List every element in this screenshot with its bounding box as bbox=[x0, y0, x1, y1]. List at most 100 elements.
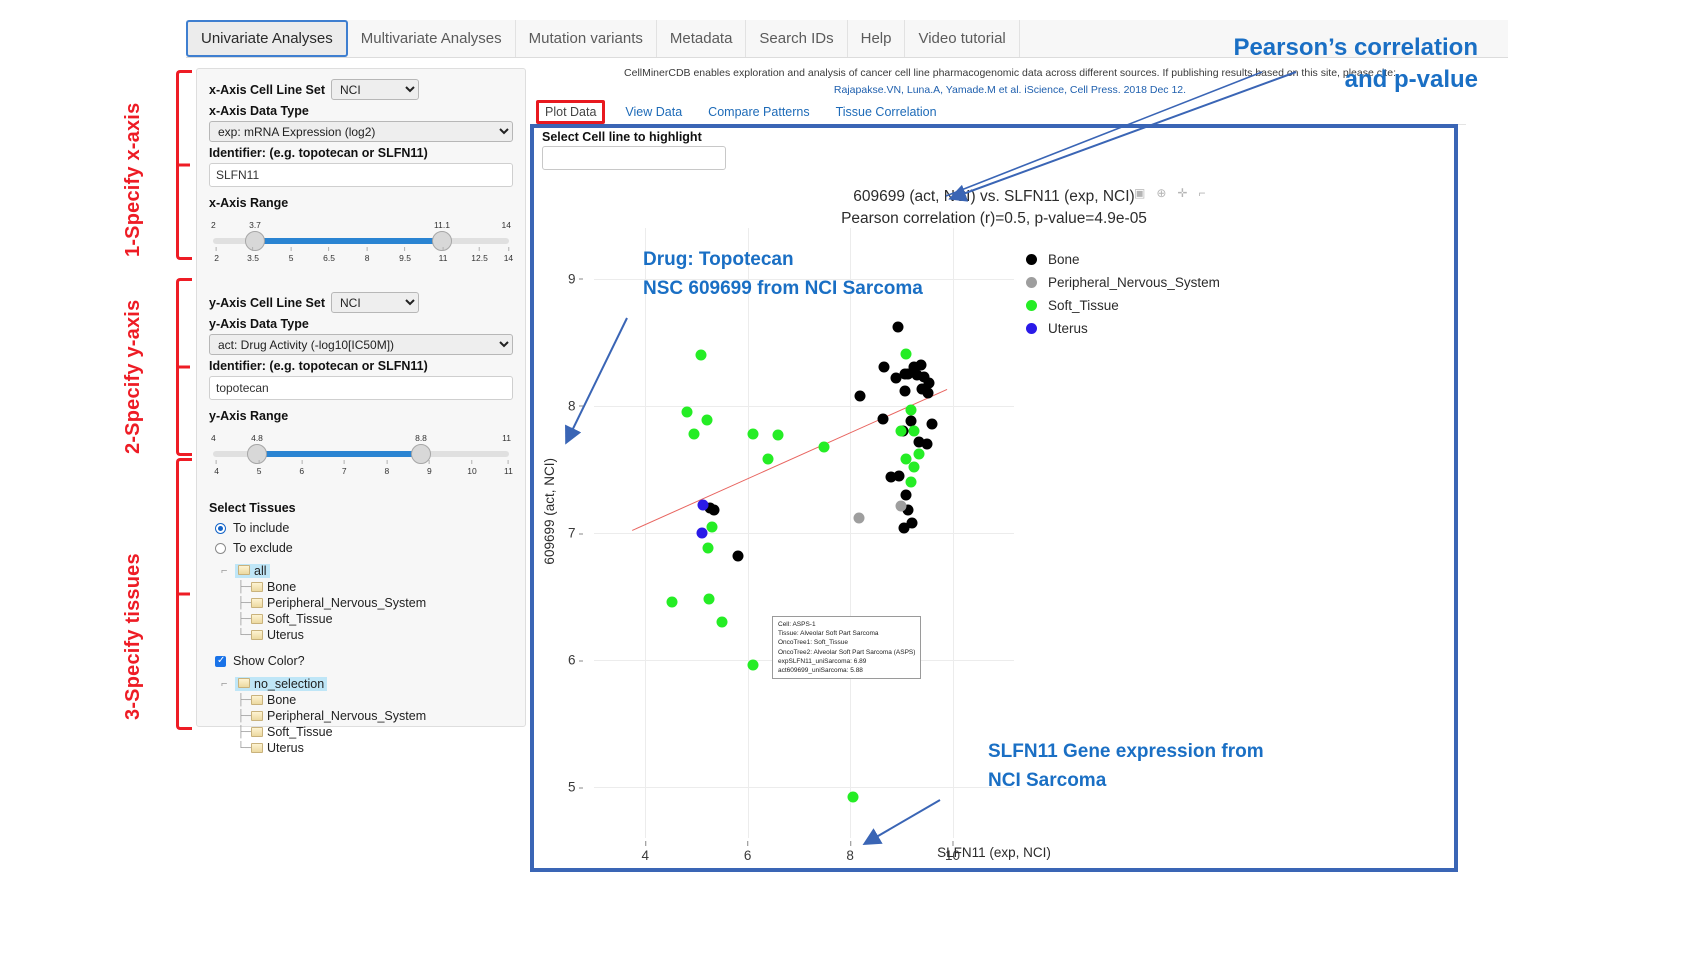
scatter-point[interactable] bbox=[895, 500, 907, 512]
tree-node-peripheral-nervous-system[interactable]: ├─ Peripheral_Nervous_System bbox=[237, 595, 513, 611]
scatter-point[interactable] bbox=[706, 521, 718, 533]
scatter-point[interactable] bbox=[708, 504, 720, 516]
nav-tab-multivariate-analyses[interactable]: Multivariate Analyses bbox=[348, 20, 516, 57]
scatter-point[interactable] bbox=[666, 596, 678, 608]
y-axis-cell-line-set-select[interactable]: NCI bbox=[331, 292, 420, 313]
x-axis-slider-handle-low[interactable] bbox=[245, 231, 265, 251]
scatter-point[interactable] bbox=[899, 385, 911, 397]
scatter-point[interactable] bbox=[847, 791, 859, 803]
scatter-point[interactable] bbox=[877, 413, 889, 425]
scatter-point[interactable] bbox=[885, 471, 897, 483]
scatter-point[interactable] bbox=[918, 371, 930, 383]
scatter-point[interactable] bbox=[762, 453, 774, 465]
y-axis-identifier-input[interactable] bbox=[209, 376, 513, 400]
scatter-point[interactable] bbox=[921, 438, 933, 450]
scatter-point[interactable] bbox=[898, 522, 910, 534]
scatter-point[interactable] bbox=[818, 441, 830, 453]
x-axis-data-type-select[interactable]: exp: mRNA Expression (log2) bbox=[209, 121, 513, 142]
scatter-point[interactable] bbox=[900, 489, 912, 501]
nav-tab-help[interactable]: Help bbox=[848, 20, 906, 57]
scatter-point[interactable] bbox=[911, 369, 923, 381]
tree-node-bone[interactable]: ├─ Bone bbox=[237, 579, 513, 595]
scatter-point[interactable] bbox=[890, 372, 902, 384]
scatter-point[interactable] bbox=[906, 517, 918, 529]
scatter-point[interactable] bbox=[913, 436, 925, 447]
zoom-icon[interactable]: ⊕ bbox=[1156, 186, 1167, 200]
tree-expander-icon[interactable]: ⌐ bbox=[221, 678, 228, 690]
radio-include-icon[interactable] bbox=[215, 522, 226, 534]
sub-tab-plot-data[interactable]: Plot Data bbox=[536, 100, 606, 124]
scatter-point[interactable] bbox=[702, 542, 714, 554]
scatter-point[interactable] bbox=[878, 361, 890, 373]
nav-tab-search-ids[interactable]: Search IDs bbox=[746, 20, 848, 57]
x-axis-slider-handle-high[interactable] bbox=[432, 231, 452, 251]
scatter-point[interactable] bbox=[696, 527, 708, 539]
citation-link[interactable]: Rajapakse.VN, Luna.A, Yamade.M et al. iS… bbox=[833, 84, 1187, 97]
legend-item-soft-tissue[interactable]: Soft_Tissue bbox=[1026, 294, 1220, 317]
scatter-point[interactable] bbox=[915, 359, 927, 371]
radio-exclude-icon[interactable] bbox=[215, 542, 226, 554]
scatter-point[interactable] bbox=[747, 659, 759, 671]
scatter-plot-area[interactable]: 4 6 8 10 5 6 7 8 9 bbox=[568, 228, 1014, 863]
tissues-to-include-option[interactable]: To include bbox=[215, 521, 513, 535]
nav-tab-metadata[interactable]: Metadata bbox=[657, 20, 747, 57]
scatter-point[interactable] bbox=[703, 593, 715, 605]
plotly-modebar[interactable]: ▣ ⊕ ✛ ⌐ bbox=[1134, 186, 1205, 200]
x-axis-identifier-input[interactable] bbox=[209, 163, 513, 187]
scatter-point[interactable] bbox=[908, 425, 920, 437]
scatter-point[interactable] bbox=[697, 499, 709, 511]
scatter-point[interactable] bbox=[922, 387, 934, 399]
tree2-node-bone[interactable]: ├─ Bone bbox=[237, 692, 513, 708]
scatter-point[interactable] bbox=[853, 512, 865, 524]
checkbox-show-color-icon[interactable] bbox=[215, 654, 226, 667]
y-axis-range-slider[interactable]: 4 11 4.8 8.8 4 5 6 7 8 9 10 11 bbox=[209, 433, 513, 479]
x-axis-cell-line-set-select[interactable]: NCI bbox=[331, 79, 420, 100]
tree-expander-icon[interactable]: ⌐ bbox=[221, 565, 228, 577]
tree2-node-soft-tissue[interactable]: ├─ Soft_Tissue bbox=[237, 724, 513, 740]
scatter-point[interactable] bbox=[916, 383, 928, 395]
scatter-point[interactable] bbox=[681, 406, 693, 418]
scatter-point[interactable] bbox=[923, 377, 935, 389]
sub-tab-tissue-correlation[interactable]: Tissue Correlation bbox=[835, 105, 937, 119]
highlight-cell-line-input[interactable] bbox=[542, 146, 726, 170]
tree-node-all[interactable]: ⌐ all bbox=[221, 563, 513, 579]
scatter-point[interactable] bbox=[902, 504, 914, 516]
scatter-point[interactable] bbox=[900, 453, 912, 465]
scatter-point[interactable] bbox=[900, 348, 912, 360]
tree2-node-peripheral-nervous-system[interactable]: ├─ Peripheral_Nervous_System bbox=[237, 708, 513, 724]
legend-item-peripheral-nervous-system[interactable]: Peripheral_Nervous_System bbox=[1026, 271, 1220, 294]
scatter-point[interactable] bbox=[688, 428, 700, 440]
tree-node-uterus[interactable]: └─ Uterus bbox=[237, 627, 513, 643]
show-color-option[interactable]: Show Color? bbox=[215, 654, 513, 668]
scatter-point[interactable] bbox=[905, 415, 917, 427]
scatter-point[interactable] bbox=[701, 414, 713, 426]
scatter-point[interactable] bbox=[772, 429, 784, 441]
nav-tab-univariate-analyses[interactable]: Univariate Analyses bbox=[186, 20, 348, 57]
scatter-point[interactable] bbox=[902, 368, 914, 380]
nav-tab-mutation-variants[interactable]: Mutation variants bbox=[516, 20, 657, 57]
camera-icon[interactable]: ▣ bbox=[1134, 186, 1146, 200]
scatter-point[interactable] bbox=[895, 425, 907, 437]
tree-node-no-selection[interactable]: ⌐ no_selection bbox=[221, 676, 513, 692]
legend-item-bone[interactable]: Bone bbox=[1026, 248, 1220, 271]
scatter-point[interactable] bbox=[908, 361, 920, 373]
scatter-point[interactable] bbox=[732, 550, 744, 562]
scatter-point[interactable] bbox=[908, 461, 920, 473]
scatter-point[interactable] bbox=[716, 616, 728, 628]
scatter-point[interactable] bbox=[926, 418, 938, 430]
scatter-point[interactable] bbox=[854, 390, 866, 402]
sub-tab-compare-patterns[interactable]: Compare Patterns bbox=[708, 105, 810, 119]
sub-tab-view-data[interactable]: View Data bbox=[625, 105, 683, 119]
scatter-point[interactable] bbox=[905, 476, 917, 488]
y-axis-data-type-select[interactable]: act: Drug Activity (-log10[IC50M]) bbox=[209, 334, 513, 355]
tree-node-soft-tissue[interactable]: ├─ Soft_Tissue bbox=[237, 611, 513, 627]
pan-icon[interactable]: ✛ bbox=[1177, 186, 1188, 200]
tree2-node-uterus[interactable]: └─ Uterus bbox=[237, 740, 513, 756]
scatter-point[interactable] bbox=[747, 428, 759, 440]
y-axis-slider-handle-low[interactable] bbox=[247, 444, 267, 464]
scatter-point[interactable] bbox=[893, 470, 905, 482]
legend-item-uterus[interactable]: Uterus bbox=[1026, 317, 1220, 340]
tissues-to-exclude-option[interactable]: To exclude bbox=[215, 541, 513, 555]
scatter-point[interactable] bbox=[892, 321, 904, 333]
scatter-point[interactable] bbox=[695, 349, 707, 361]
